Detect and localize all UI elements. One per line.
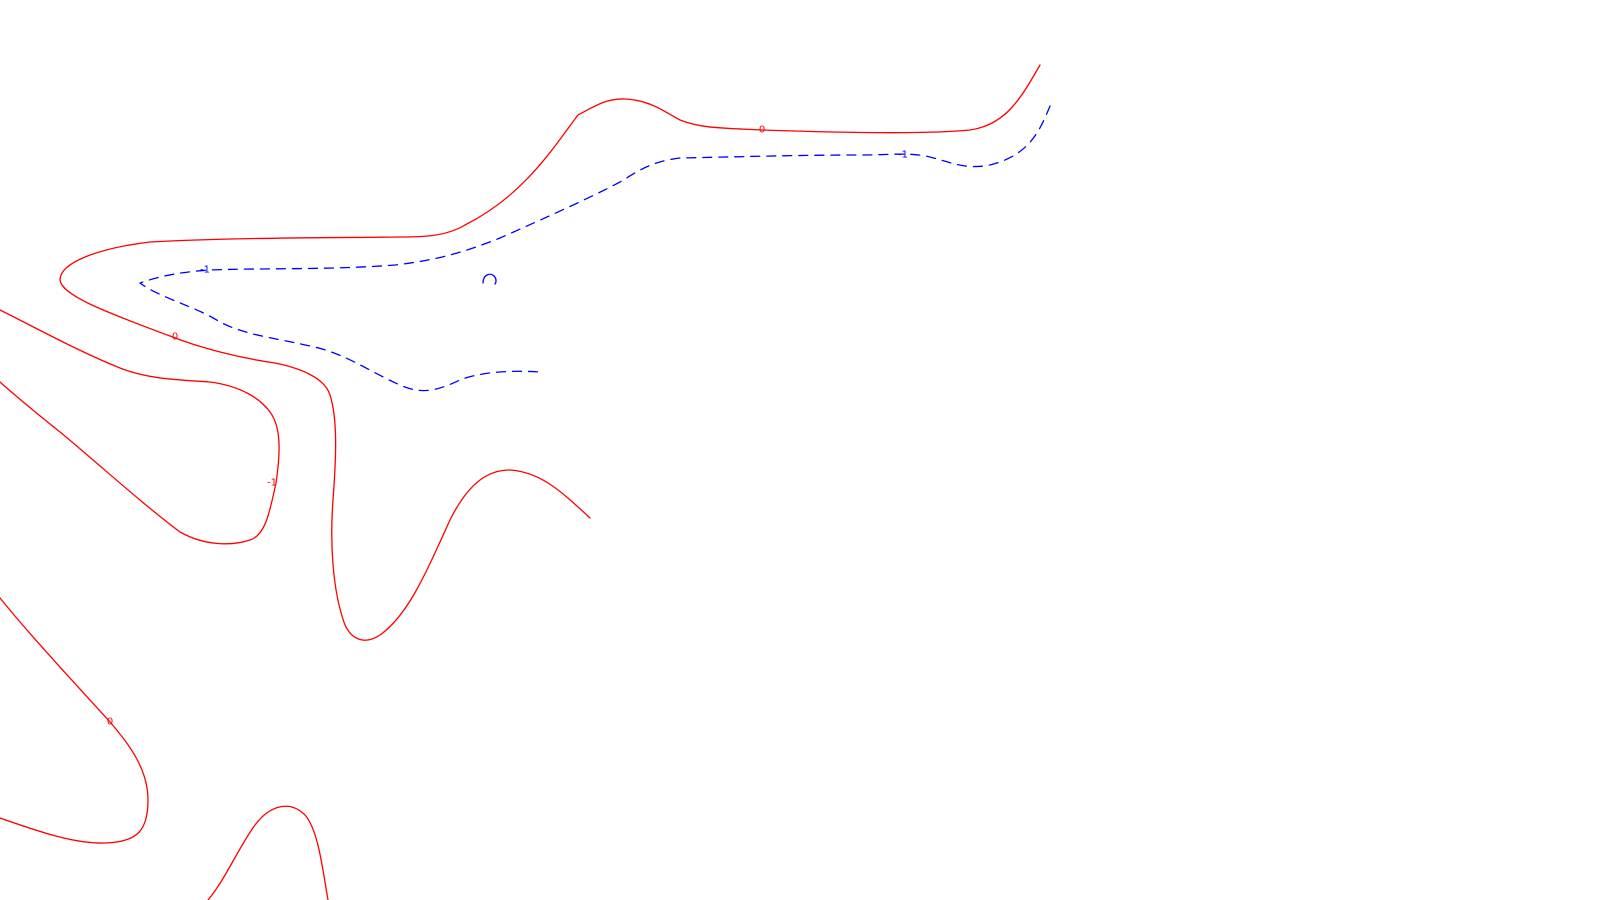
contour-line-red-0-lower-left [0, 597, 149, 844]
contour-label: 0 [107, 717, 113, 728]
contour-line-red-0-upper [59, 64, 1041, 641]
contour-line-red-arc-bottom [207, 805, 329, 900]
contour-label: -1 [200, 265, 210, 276]
contour-label: 0 [172, 332, 178, 343]
contour-line-blue-small-arc [482, 273, 497, 285]
contour-label: -1 [898, 150, 908, 161]
contour-label: 0 [759, 125, 765, 136]
contour-label: -1 [267, 478, 277, 489]
contour-line-red-minus1-left [0, 309, 280, 545]
contour-line-blue-minus1 [139, 105, 1051, 392]
